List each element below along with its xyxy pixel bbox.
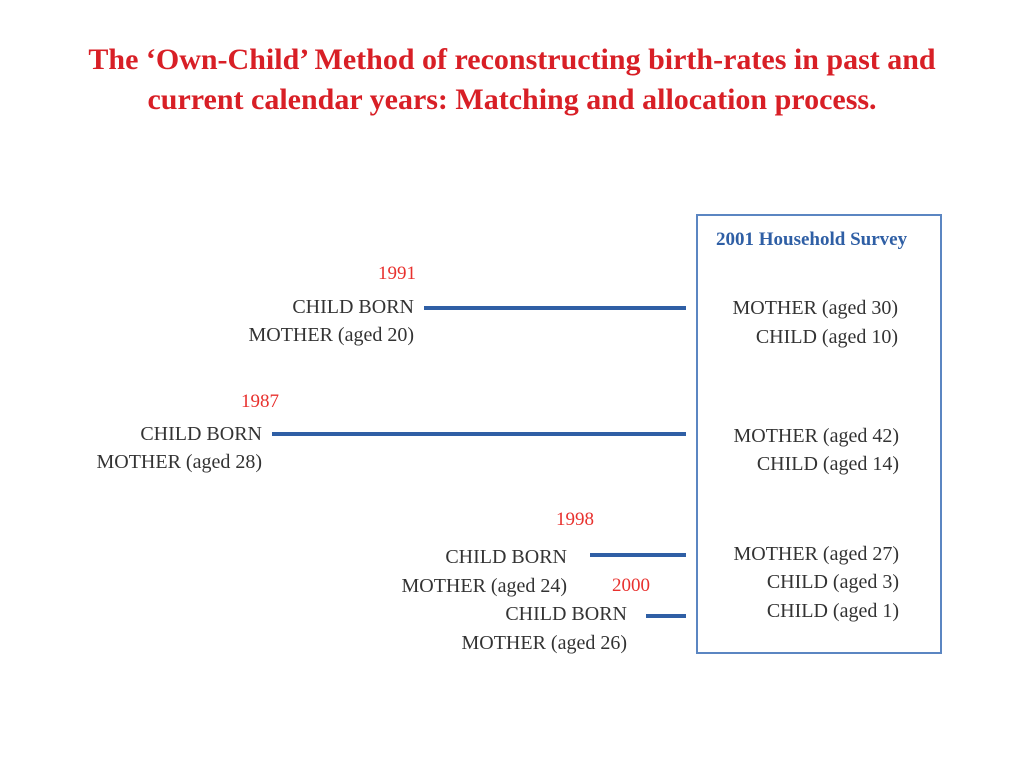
- connector-line-1998: [590, 553, 686, 557]
- mother-at-birth-label-2000: MOTHER (aged 26): [461, 632, 627, 654]
- connector-line-1987: [272, 432, 686, 436]
- birth-year-1987: 1987: [241, 391, 279, 412]
- connector-line-2000: [646, 614, 686, 618]
- survey-mother-aged-42: MOTHER (aged 42): [733, 425, 899, 447]
- survey-child-aged-1: CHILD (aged 1): [766, 600, 899, 622]
- child-born-label-1998: CHILD BORN: [445, 546, 567, 568]
- survey-child-aged-3: CHILD (aged 3): [766, 571, 899, 593]
- birth-year-2000: 2000: [612, 575, 650, 596]
- birth-year-1991: 1991: [378, 263, 416, 284]
- child-born-label-1987: CHILD BORN: [140, 423, 262, 445]
- survey-heading: 2001 Household Survey: [716, 229, 908, 250]
- slide-title: The ‘Own-Child’ Method of reconstructing…: [88, 43, 936, 116]
- survey-child-aged-14: CHILD (aged 14): [756, 453, 899, 475]
- survey-child-aged-10: CHILD (aged 10): [755, 326, 898, 348]
- birth-year-1998: 1998: [556, 509, 594, 530]
- connector-line-1991: [424, 306, 686, 310]
- mother-at-birth-label-1987: MOTHER (aged 28): [96, 451, 262, 473]
- mother-at-birth-label-1998: MOTHER (aged 24): [401, 575, 567, 597]
- mother-at-birth-label-1991: MOTHER (aged 20): [248, 324, 414, 346]
- survey-box: [696, 214, 942, 654]
- survey-mother-aged-27: MOTHER (aged 27): [733, 543, 899, 565]
- child-born-label-2000: CHILD BORN: [505, 603, 627, 625]
- child-born-label-1991: CHILD BORN: [292, 296, 414, 318]
- survey-mother-aged-30: MOTHER (aged 30): [732, 297, 898, 319]
